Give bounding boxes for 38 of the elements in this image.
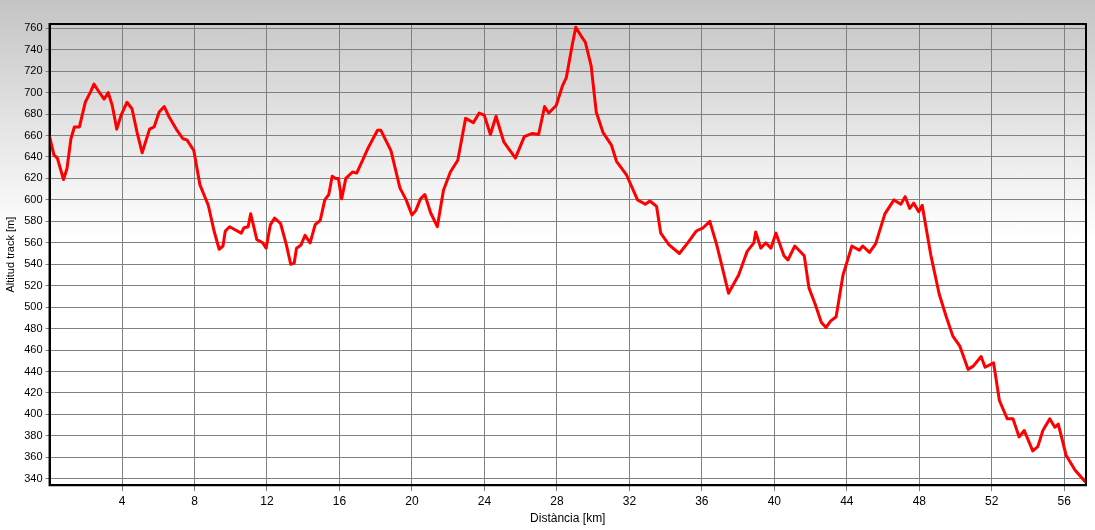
y-tick-label: 440: [24, 364, 43, 377]
x-tick-label: 40: [767, 493, 782, 508]
y-tick-label: 620: [24, 171, 43, 184]
y-tick-label: 500: [24, 300, 43, 313]
y-tick-label: 680: [24, 107, 43, 120]
y-tick-label: 740: [24, 42, 43, 55]
y-tick-label: 420: [24, 385, 43, 398]
y-tick-label: 480: [24, 321, 43, 334]
y-tick-label: 400: [24, 407, 43, 420]
y-tick-label: 660: [24, 128, 43, 141]
x-tick-label: 28: [550, 493, 564, 508]
x-tick-label: 36: [695, 493, 709, 508]
y-tick-label: 560: [24, 235, 43, 248]
x-tick-label: 56: [1057, 493, 1072, 508]
x-tick-label: 4: [118, 493, 126, 508]
y-tick-label: 460: [24, 343, 43, 356]
x-tick-label: 52: [985, 493, 999, 508]
x-tick-label: 44: [840, 493, 854, 508]
x-tick-label: 24: [477, 493, 492, 508]
x-tick-label: 20: [405, 493, 419, 508]
x-tick-label: 8: [191, 493, 199, 508]
y-tick-label: 360: [24, 450, 43, 463]
y-tick-label: 520: [24, 278, 43, 291]
y-tick-label: 580: [24, 214, 43, 227]
x-tick-label: 12: [260, 493, 274, 508]
y-tick-label: 380: [24, 428, 43, 441]
y-tick-label: 340: [24, 471, 43, 484]
x-axis-title: Distància [km]: [530, 511, 606, 526]
y-tick-label: 600: [24, 192, 43, 205]
y-tick-label: 720: [24, 64, 43, 77]
x-tick-label: 48: [912, 493, 927, 508]
y-tick-label: 640: [24, 150, 43, 163]
x-tick-label: 16: [332, 493, 347, 508]
x-tick-label: 32: [622, 493, 637, 508]
y-axis-title: Altitud track [m]: [3, 216, 16, 293]
y-tick-label: 700: [24, 85, 43, 98]
y-tick-label: 540: [24, 257, 43, 270]
y-tick-label: 760: [24, 21, 43, 34]
